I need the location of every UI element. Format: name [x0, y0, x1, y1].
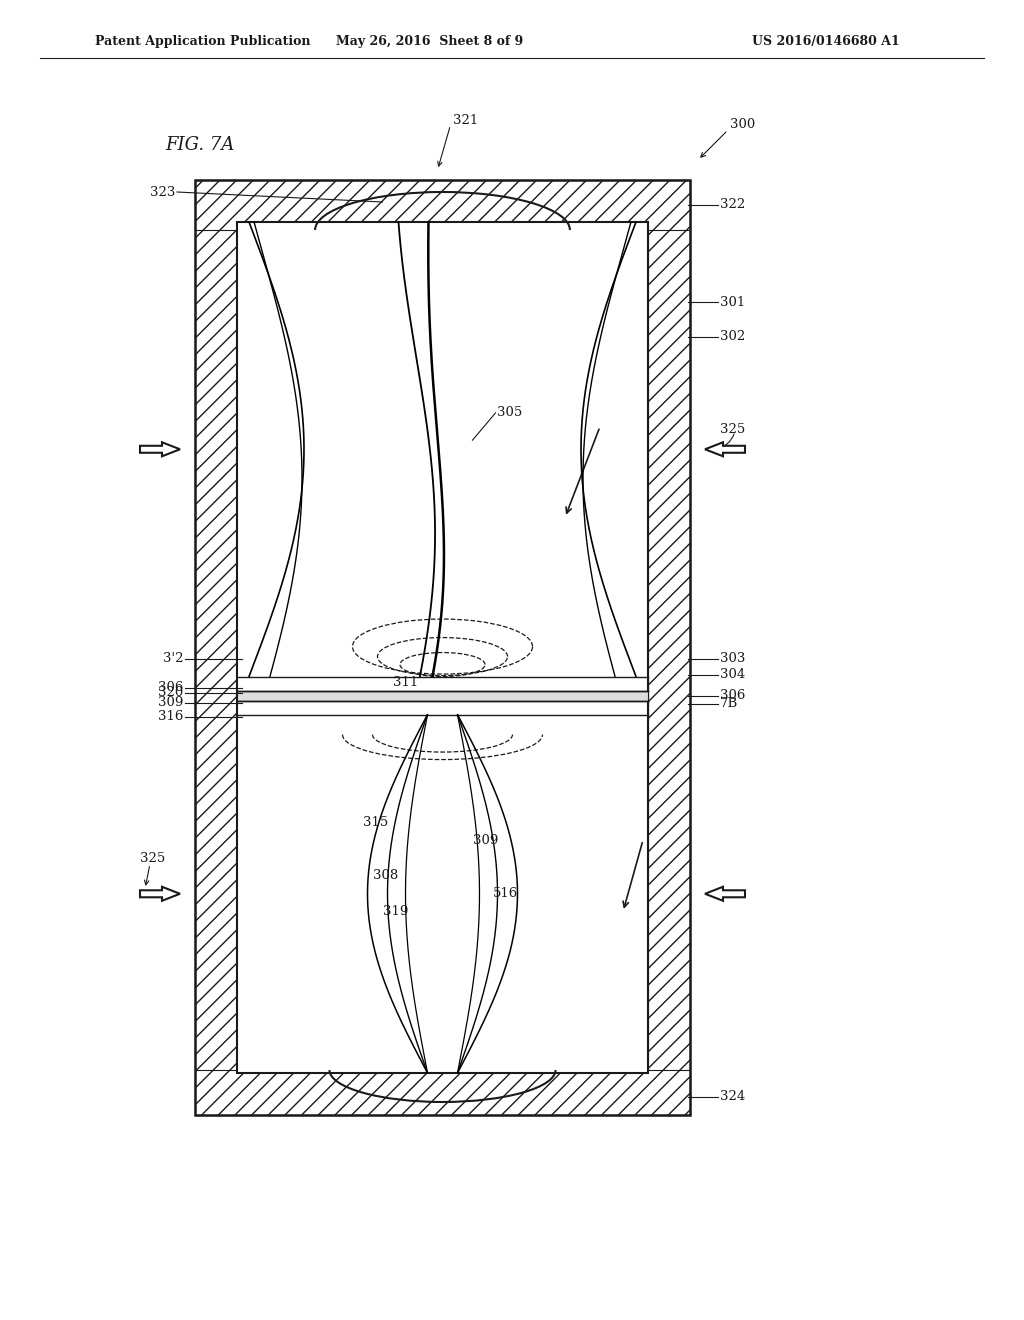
FancyArrow shape — [705, 442, 745, 457]
Text: Patent Application Publication: Patent Application Publication — [95, 36, 310, 49]
Text: 319: 319 — [383, 906, 408, 919]
Text: 322: 322 — [720, 198, 745, 211]
Text: 325: 325 — [720, 422, 745, 436]
Text: 311: 311 — [392, 676, 418, 689]
Text: 3'2: 3'2 — [163, 652, 183, 665]
Text: 305: 305 — [498, 407, 522, 420]
Text: 308: 308 — [373, 870, 397, 882]
Text: 309: 309 — [472, 833, 498, 846]
FancyArrow shape — [140, 442, 180, 457]
Text: 306: 306 — [720, 689, 745, 702]
Text: US 2016/0146680 A1: US 2016/0146680 A1 — [753, 36, 900, 49]
Text: 321: 321 — [453, 114, 478, 127]
Text: 516: 516 — [493, 887, 518, 900]
Text: 302: 302 — [720, 330, 745, 343]
Bar — [648, 180, 690, 1115]
Text: 316: 316 — [158, 710, 183, 723]
Text: FIG. 7A: FIG. 7A — [165, 136, 234, 154]
Text: 320: 320 — [158, 686, 183, 700]
Bar — [195, 180, 690, 230]
FancyArrow shape — [140, 887, 180, 900]
Bar — [237, 222, 648, 1073]
Text: 304: 304 — [720, 668, 745, 681]
Text: 315: 315 — [362, 816, 388, 829]
Text: 300: 300 — [730, 119, 756, 132]
Bar — [195, 180, 237, 1115]
Text: 306: 306 — [158, 681, 183, 694]
Text: May 26, 2016  Sheet 8 of 9: May 26, 2016 Sheet 8 of 9 — [336, 36, 523, 49]
Bar — [237, 690, 648, 701]
Text: 7B: 7B — [720, 697, 738, 710]
Bar — [237, 701, 648, 714]
Bar — [195, 1071, 690, 1115]
FancyArrow shape — [705, 887, 745, 900]
Bar — [195, 180, 690, 1115]
Text: 325: 325 — [140, 853, 165, 866]
Bar — [237, 677, 648, 690]
Text: 324: 324 — [720, 1090, 745, 1104]
Text: 301: 301 — [720, 296, 745, 309]
Text: 323: 323 — [150, 186, 175, 198]
Text: 303: 303 — [720, 652, 745, 665]
Text: 309: 309 — [158, 696, 183, 709]
